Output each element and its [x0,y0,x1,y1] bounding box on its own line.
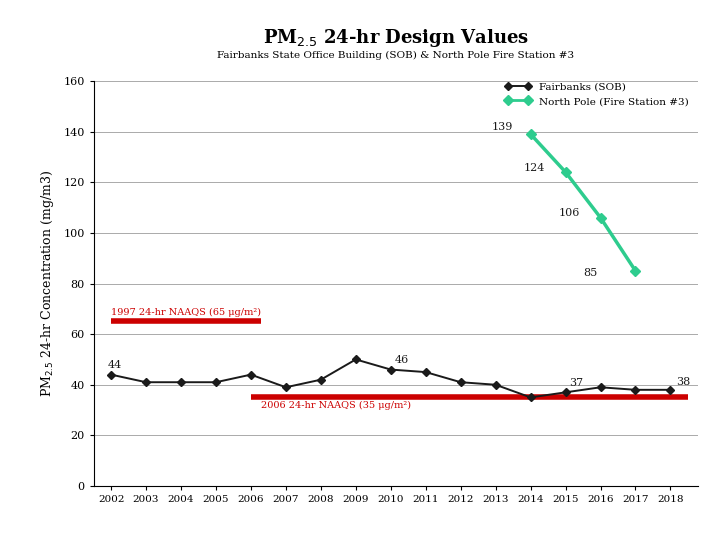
Text: 106: 106 [559,208,580,218]
Fairbanks (SOB) [491,381,500,388]
Text: PM$_{2.5}$ 24-hr Design Values: PM$_{2.5}$ 24-hr Design Values [263,27,529,49]
Fairbanks (SOB) [561,389,570,396]
North Pole (Fire Station #3) [526,131,535,137]
Text: 38: 38 [675,377,690,387]
Fairbanks (SOB) [526,394,535,401]
Text: 2006 24-hr NAAQS (35 μg/m²): 2006 24-hr NAAQS (35 μg/m²) [261,400,411,409]
Fairbanks (SOB) [107,372,115,378]
Y-axis label: PM$_{2.5}$ 24-hr Concentration (mg/m3): PM$_{2.5}$ 24-hr Concentration (mg/m3) [40,170,56,397]
Fairbanks (SOB) [212,379,220,386]
Text: 46: 46 [395,355,408,365]
Fairbanks (SOB) [666,387,675,393]
Fairbanks (SOB) [176,379,185,386]
Legend: Fairbanks (SOB), North Pole (Fire Station #3): Fairbanks (SOB), North Pole (Fire Statio… [500,78,693,110]
Text: Fairbanks State Office Building (SOB) & North Pole Fire Station #3: Fairbanks State Office Building (SOB) & … [217,51,575,60]
North Pole (Fire Station #3) [631,268,640,274]
Fairbanks (SOB) [246,372,255,378]
Fairbanks (SOB) [421,369,430,375]
Text: 37: 37 [569,378,583,388]
Text: 1997 24-hr NAAQS (65 μg/m²): 1997 24-hr NAAQS (65 μg/m²) [111,308,261,317]
Fairbanks (SOB) [596,384,605,390]
Fairbanks (SOB) [142,379,150,386]
Fairbanks (SOB) [351,356,360,363]
Fairbanks (SOB) [317,376,325,383]
Text: 85: 85 [583,268,598,278]
North Pole (Fire Station #3) [596,214,605,221]
Fairbanks (SOB) [387,366,395,373]
Fairbanks (SOB) [456,379,465,386]
Fairbanks (SOB) [282,384,290,390]
Text: 44: 44 [107,360,122,370]
Fairbanks (SOB) [631,387,640,393]
North Pole (Fire Station #3) [561,169,570,176]
Text: 124: 124 [523,163,545,173]
Line: North Pole (Fire Station #3): North Pole (Fire Station #3) [527,131,639,274]
Line: Fairbanks (SOB): Fairbanks (SOB) [108,356,673,400]
Text: 139: 139 [492,123,513,132]
